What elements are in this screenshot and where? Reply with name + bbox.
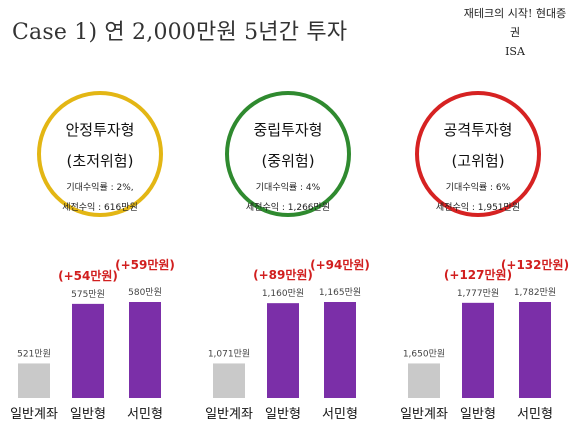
bar (462, 302, 494, 398)
bar (519, 302, 551, 398)
bar (408, 363, 440, 398)
brand-caption: 재테크의 시작! 현대증권 ISA (460, 4, 570, 61)
category-label: 일반형 (70, 407, 106, 422)
gain-label: (+127만원) (444, 267, 512, 282)
profile-risk: (고위험) (451, 152, 505, 170)
page-title: Case 1) 연 2,000만원 5년간 투자 (12, 20, 348, 45)
profile-name: 안정투자형 (65, 121, 135, 139)
bar (267, 303, 299, 398)
category-label: 서민형 (127, 407, 163, 422)
gain-label: (+132만원) (501, 257, 569, 272)
value-label: 1,650만원 (403, 348, 445, 359)
bar (324, 302, 356, 398)
profile-net-return: 세전수익 : 1,951만원 (435, 203, 521, 213)
profile-net-return: 세전수익 : 1,266만원 (245, 203, 331, 213)
gain-label: (+89만원) (253, 267, 313, 282)
category-label: 서민형 (322, 407, 358, 422)
value-label: 575만원 (71, 289, 105, 300)
category-label: 일반계좌 (400, 407, 448, 422)
category-label: 일반계좌 (10, 407, 58, 422)
brand-line-2: ISA (505, 45, 525, 58)
value-label: 1,165만원 (319, 287, 361, 298)
gain-label: (+94만원) (310, 257, 370, 272)
value-label: 1,777만원 (457, 288, 499, 299)
category-label: 일반계좌 (205, 407, 253, 422)
profile-name: 공격투자형 (443, 121, 513, 139)
value-label: 1,782만원 (514, 287, 556, 298)
category-label: 서민형 (517, 407, 553, 422)
gain-label: (+54만원) (58, 268, 118, 283)
profile-expected-rate: 기대수익률 : 2%, (66, 183, 134, 193)
brand-line-1: 재테크의 시작! 현대증권 (463, 7, 567, 39)
value-label: 580만원 (128, 287, 162, 298)
profile-net-return: 세전수익 : 616만원 (62, 203, 138, 213)
bar (72, 303, 104, 398)
profile-circle-stable: 안정투자형 (초저위험) 기대수익률 : 2%, 세전수익 : 616만원 (37, 91, 163, 217)
profile-risk: (중위험) (261, 152, 315, 170)
category-label: 일반형 (265, 407, 301, 422)
profile-risk: (초저위험) (66, 152, 134, 170)
gain-label: (+59만원) (115, 257, 175, 272)
profile-expected-rate: 기대수익률 : 6% (445, 183, 511, 193)
value-label: 1,071만원 (208, 348, 250, 359)
profile-expected-rate: 기대수익률 : 4% (255, 183, 321, 193)
profile-name: 중립투자형 (253, 121, 323, 139)
bar (213, 363, 245, 398)
bar (129, 302, 161, 398)
profile-circle-neutral: 중립투자형 (중위험) 기대수익률 : 4% 세전수익 : 1,266만원 (225, 91, 351, 217)
value-label: 521만원 (17, 348, 51, 359)
profile-circle-aggressive: 공격투자형 (고위험) 기대수익률 : 6% 세전수익 : 1,951만원 (415, 91, 541, 217)
bar (18, 363, 50, 398)
category-label: 일반형 (460, 407, 496, 422)
value-label: 1,160만원 (262, 288, 304, 299)
